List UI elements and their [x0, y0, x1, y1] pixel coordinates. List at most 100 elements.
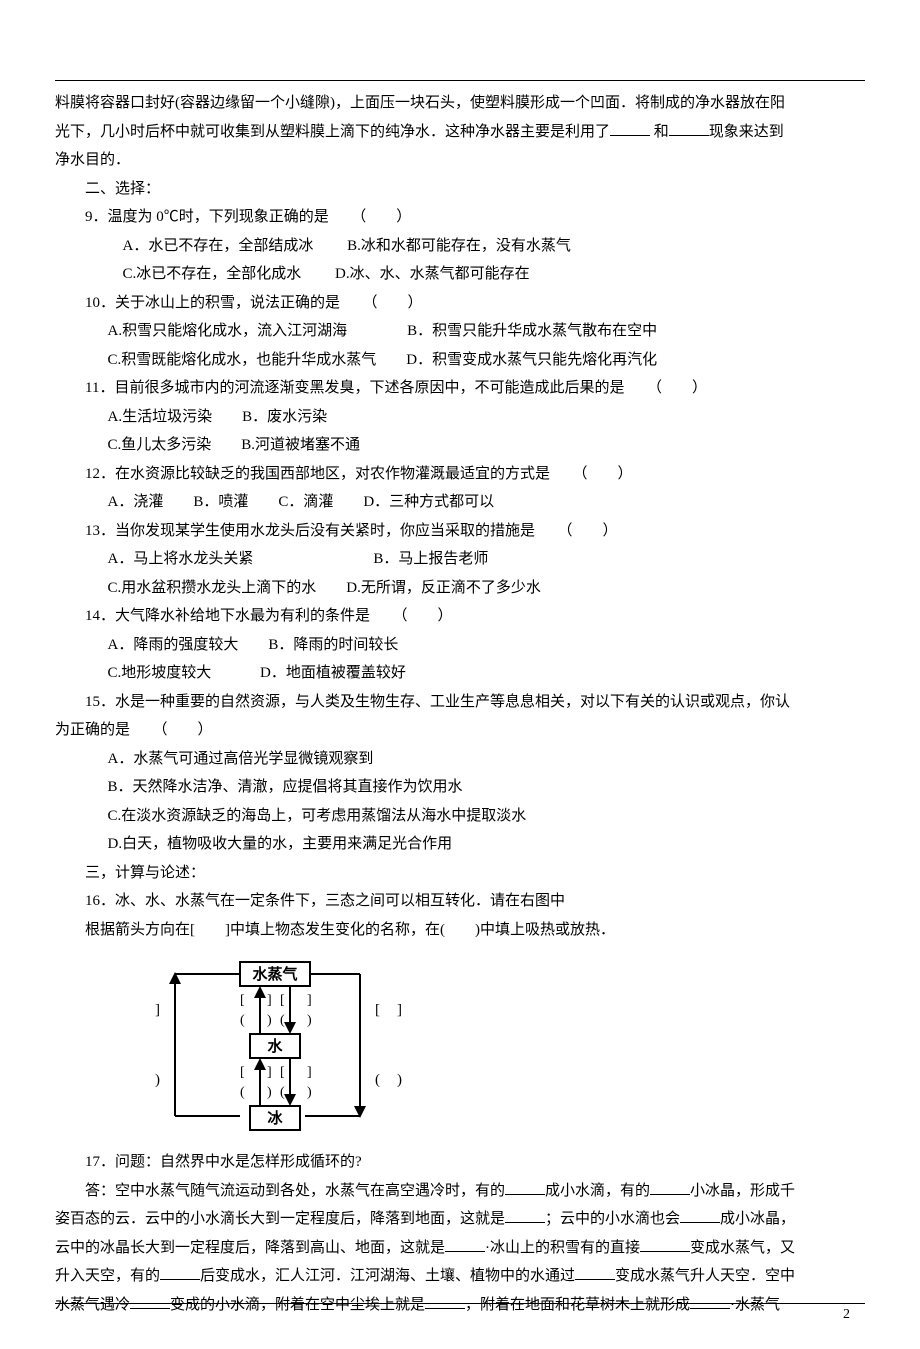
outer-left-sq-r: ] — [155, 1002, 160, 1018]
q13-A: A．马上将水龙头关紧 — [108, 551, 254, 567]
q11-A: A.生活垃圾污染 — [108, 409, 213, 425]
q13-options-row2: C.用水盆积攒水龙头上滴下的水 D.无所谓，反正滴不了多少水 — [55, 574, 865, 603]
outer-right-paren-l: ( — [375, 1072, 380, 1088]
q10-options-row2: C.积雪既能熔化成水，也能升华成水蒸气 D．积雪变成水蒸气只能先熔化再汽化 — [55, 346, 865, 375]
blank-q17-4 — [680, 1208, 720, 1223]
passage-top-line2c: 现象来达到 — [709, 124, 784, 140]
u-pa-r2: ) — [307, 1013, 312, 1028]
u-sq-r1: ] — [267, 993, 272, 1008]
l-pa-l2: ( — [280, 1085, 285, 1100]
q14-B: B．降雨的时间较长 — [268, 637, 398, 653]
q9-B: B.冰和水都可能存在，没有水蒸气 — [347, 238, 571, 254]
q17-t4: 成小冰晶， — [720, 1211, 795, 1227]
page-number: 2 — [843, 1302, 850, 1329]
l-pa-r2: ) — [307, 1085, 312, 1100]
blank-q17-1 — [505, 1180, 545, 1195]
q17-answer-line1: 答：空中水蒸气随气流运动到各处，水蒸气在高空遇冷时，有的 成小水滴，有的 小冰晶，形… — [55, 1177, 865, 1206]
q14-D: D．地面植被覆盖较好 — [260, 665, 406, 681]
q9-D: D.冰、水、水蒸气都可能存在 — [335, 266, 530, 282]
q11-stem: 11．目前很多城市内的河流逐渐变黑发臭，下述各原因中，不可能造成此后果的是 （ … — [55, 374, 865, 403]
section-3-title: 三，计算与论述： — [55, 859, 865, 888]
q17-answer-line3: 云中的冰晶长大到一定程度后，降落到高山、地面，这就是·冰山上的积雪有的直接变成水… — [55, 1234, 865, 1263]
q14-options-row2: C.地形坡度较大 D．地面植被覆盖较好 — [55, 659, 865, 688]
outer-left-paren-r: ) — [155, 1072, 160, 1088]
blank-q17-7 — [160, 1265, 200, 1280]
passage-top-line2a: 光下，几小时后杯中就可收集到从塑料膜上滴下的纯净水．这种净水器主要是利用了 — [55, 124, 610, 140]
q10-options-row1: A.积雪只能熔化成水，流入江河湖海 B．积雪只能升华成水蒸气散布在空中 — [55, 317, 865, 346]
passage-top-line3: 净水目的． — [55, 146, 865, 175]
q17-t2: 小冰晶，形成千 — [690, 1183, 795, 1199]
q17-t8: 变成水蒸气升人天空．空中 — [615, 1268, 795, 1284]
outer-right-paren-r: ) — [397, 1072, 402, 1088]
blank-q17-5 — [445, 1237, 485, 1252]
passage-top-line2: 光下，几小时后杯中就可收集到从塑料膜上滴下的纯净水．这种净水器主要是利用了 和 现… — [55, 118, 865, 147]
q17-ans-prefix: 答：空中水蒸气随气流运动到各处，水蒸气在高空遇冷时，有的 — [85, 1183, 505, 1199]
q13-B: B．马上报告老师 — [373, 551, 488, 567]
blank-q17-8 — [575, 1265, 615, 1280]
q12-stem: 12．在水资源比较缺乏的我国西部地区，对农作物灌溉最适宜的方式是 （ ） — [55, 460, 865, 489]
q13-C: C.用水盆积攒水龙头上滴下的水 — [108, 580, 317, 596]
phase-diagram: ] ) [ ] ( ) 水蒸气 水 冰 [ ] [ ] ( — [55, 956, 865, 1136]
blank-q17-6 — [640, 1237, 690, 1252]
q9-options-row2: C.冰已不存在，全部化成水 D.冰、水、水蒸气都可能存在 — [55, 260, 865, 289]
u-pa-l1: ( — [240, 1013, 245, 1028]
q14-options-row1: A．降雨的强度较大 B．降雨的时间较长 — [55, 631, 865, 660]
q11-C: C.鱼儿太多污染 — [108, 437, 212, 453]
blank-1 — [610, 121, 650, 136]
bottom-rule — [55, 1303, 865, 1304]
q16-line2: 根据箭头方向在[ ]中填上物态发生变化的名称，在( )中填上吸热或放热． — [55, 916, 865, 945]
q17-answer-line5: 水蒸气遇冷 变成的小水滴，附着在空中尘埃上就是 ，附着在地面和花草树木上就形成 ·水蒸… — [55, 1291, 865, 1320]
top-rule — [55, 80, 865, 81]
label-ice: 冰 — [267, 1109, 283, 1127]
l-pa-r1: ) — [267, 1085, 272, 1100]
q13-stem: 13．当你发现某学生使用水龙头后没有关紧时，你应当采取的措施是 （ ） — [55, 517, 865, 546]
q17-t9: 变成的小水滴，附着在空中尘埃上就是 — [170, 1297, 425, 1313]
q17-t10: ，附着在地面和花草树木上就形成 — [465, 1297, 690, 1313]
q15-A: A．水蒸气可通过高倍光学显微镜观察到 — [55, 745, 865, 774]
u-sq-r2: ] — [307, 993, 312, 1008]
passage-top-line2b: 和 — [650, 124, 669, 140]
q15-stem-a: 15．水是一种重要的自然资源，与人类及生物生存、工业生产等息息相关，对以下有关的… — [55, 688, 865, 717]
u-sq-l1: [ — [240, 993, 245, 1008]
q16-line1: 16．冰、水、水蒸气在一定条件下，三态之间可以相互转化．请在右图中 — [55, 887, 865, 916]
q14-C: C.地形坡度较大 — [108, 665, 212, 681]
q17-answer-line4: 升入天空，有的 后变成水，汇人江河．江河湖海、土壤、植物中的水通过 变成水蒸气升人天… — [55, 1262, 865, 1291]
q15-stem-b: 为正确的是 （ ） — [55, 716, 865, 745]
q10-stem: 10．关于冰山上的积雪，说法正确的是 （ ） — [55, 289, 865, 318]
q17-t1: 成小水滴，有的 — [545, 1183, 650, 1199]
q17-answer-line2: 姿百态的云．云中的小水滴长大到一定程度后，降落到地面，这就是；云中的小水滴也会成… — [55, 1205, 865, 1234]
q15-C: C.在淡水资源缺乏的海岛上，可考虑用蒸馏法从海水中提取淡水 — [55, 802, 865, 831]
blank-q17-9 — [130, 1294, 170, 1309]
l-sq-l2: [ — [280, 1065, 285, 1080]
l-sq-r2: ] — [307, 1065, 312, 1080]
q17-t11: ·水蒸气 — [730, 1297, 780, 1313]
q10-B: B．积雪只能升华成水蒸气散布在空中 — [407, 323, 657, 339]
passage-top-line1: 料膜将容器口封好(容器边缘留一个小缝隙)，上面压一块石头，使塑料膜形成一个凹面．… — [55, 89, 865, 118]
q13-D: D.无所谓，反正滴不了多少水 — [346, 580, 541, 596]
q14-A: A．降雨的强度较大 — [108, 637, 239, 653]
section-2-title: 二、选择： — [55, 175, 865, 204]
blank-q17-2 — [650, 1180, 690, 1195]
q10-A: A.积雪只能熔化成水，流入江河湖海 — [108, 323, 348, 339]
q17-stem: 17．问题：自然界中水是怎样形成循环的? — [55, 1148, 865, 1177]
l-sq-r1: ] — [267, 1065, 272, 1080]
label-water: 水 — [267, 1037, 283, 1055]
q11-options-row2: C.鱼儿太多污染 B.河道被堵塞不通 — [55, 431, 865, 460]
q17-line4a: 升入天空，有的 — [55, 1268, 160, 1284]
q9-stem: 9．温度为 0℃时，下列现象正确的是 （ ） — [55, 203, 865, 232]
q11-D: B.河道被堵塞不通 — [241, 437, 360, 453]
q9-A: A．水已不存在，全部结成冰 — [123, 238, 314, 254]
u-pa-l2: ( — [280, 1013, 285, 1028]
q10-C: C.积雪既能熔化成水，也能升华成水蒸气 — [108, 352, 377, 368]
q11-B: B．废水污染 — [242, 409, 327, 425]
phase-diagram-svg: ] ) [ ] ( ) 水蒸气 水 冰 [ ] [ ] ( — [145, 956, 425, 1136]
q12-options: A．浇灌 B．喷灌 C．滴灌 D．三种方式都可以 — [55, 488, 865, 517]
q9-C: C.冰已不存在，全部化成水 — [123, 266, 302, 282]
blank-q17-3 — [505, 1208, 545, 1223]
u-sq-l2: [ — [280, 993, 285, 1008]
q17-t7: 后变成水，汇人江河．江河湖海、土壤、植物中的水通过 — [200, 1268, 575, 1284]
blank-2 — [669, 121, 709, 136]
q17-line2a: 姿百态的云．云中的小水滴长大到一定程度后，降落到地面，这就是 — [55, 1211, 505, 1227]
l-pa-l1: ( — [240, 1085, 245, 1100]
q17-line5a: 水蒸气遇冷 — [55, 1297, 130, 1313]
